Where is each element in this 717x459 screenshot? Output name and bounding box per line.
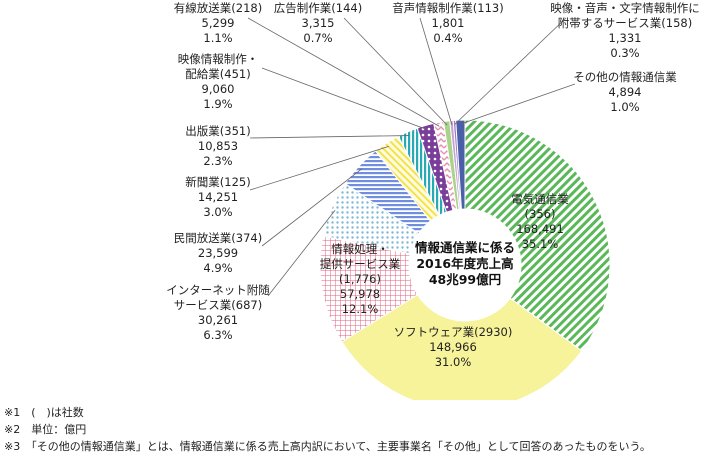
- label-yusen-percent: 1.1%: [203, 31, 232, 45]
- label-sonota-percent: 1.0%: [610, 100, 639, 114]
- label-shuppan-percent: 2.3%: [203, 154, 232, 168]
- center-label-line-3: 48兆99億円: [429, 272, 501, 287]
- label-joho-count: (1,776): [339, 272, 381, 286]
- leader-line-5: [249, 146, 389, 191]
- label-kokoku: 広告制作業(144) 3,315 0.7%: [274, 1, 362, 45]
- label-joho-percent: 12.1%: [342, 302, 379, 316]
- label-denki-count: (356): [525, 207, 556, 221]
- leader-line-11: [454, 17, 567, 125]
- label-shinbun-percent: 3.0%: [203, 205, 232, 219]
- label-minkan: 民間放送業(374) 23,599 4.9%: [174, 231, 262, 275]
- label-futai-name-2: 附帯するサービス業(158): [558, 16, 692, 30]
- label-sonota: その他の情報通信業 4,894 1.0%: [573, 70, 677, 114]
- slice-0: [464, 119, 611, 352]
- label-onsei-percent: 0.4%: [433, 31, 462, 45]
- label-shuppan-name: 出版業(351): [185, 124, 250, 138]
- leader-line-4: [261, 168, 363, 247]
- label-onsei-value: 1,801: [432, 16, 465, 30]
- label-internet: インターネット附随 サービス業(687) 30,261 6.3%: [166, 283, 270, 342]
- label-joho-name-1: 情報処理・: [331, 242, 389, 256]
- label-shuppan-value: 10,853: [198, 139, 238, 153]
- label-shinbun: 新聞業(125) 14,251 3.0%: [185, 175, 250, 219]
- label-kokoku-percent: 0.7%: [303, 31, 332, 45]
- leader-line-12: [460, 83, 576, 125]
- center-label-line-1: 情報通信業に係る: [415, 240, 515, 255]
- leader-line-3: [267, 209, 336, 297]
- label-onsei: 音声情報制作業(113) 1,801 0.4%: [392, 1, 503, 45]
- label-eizo-name-2: 配給業(451): [185, 67, 250, 81]
- label-minkan-percent: 4.9%: [203, 261, 232, 275]
- label-shuppan: 出版業(351) 10,853 2.3%: [185, 124, 250, 168]
- footnote-1: ※1 ( )は社数: [4, 406, 84, 419]
- label-internet-name-1: インターネット附随: [166, 283, 270, 297]
- label-futai-percent: 0.3%: [610, 46, 639, 60]
- label-internet-percent: 6.3%: [203, 328, 232, 342]
- footnote-2: ※2 単位：億円: [4, 423, 87, 436]
- label-eizo: 映像情報制作・ 配給業(451) 9,060 1.9%: [178, 52, 259, 111]
- label-shinbun-name: 新聞業(125): [185, 175, 250, 189]
- label-joho-name-2: 提供サービス業: [320, 257, 401, 271]
- leader-line-9: [343, 17, 448, 126]
- label-yusen-value: 5,299: [202, 16, 235, 30]
- leader-line-7: [261, 67, 427, 130]
- label-joho-value: 57,978: [340, 287, 380, 301]
- label-eizo-name-1: 映像情報制作・: [178, 52, 259, 66]
- label-software: ソフトウェア業(2930) 148,966 31.0%: [394, 325, 513, 369]
- label-futai-value: 1,331: [609, 31, 642, 45]
- label-sonota-value: 4,894: [609, 85, 642, 99]
- label-kokoku-name: 広告制作業(144): [274, 1, 362, 15]
- label-onsei-name: 音声情報制作業(113): [392, 1, 503, 15]
- leader-line-6: [249, 135, 410, 139]
- label-eizo-value: 9,060: [202, 82, 235, 96]
- label-minkan-name: 民間放送業(374): [174, 231, 262, 245]
- label-software-value: 148,966: [429, 340, 477, 354]
- footnotes: ※1 ( )は社数 ※2 単位：億円 ※3 「その他の情報通信業」とは、情報通信…: [4, 404, 651, 455]
- label-denki-name: 電気通信業: [511, 192, 569, 206]
- label-denki-percent: 35.1%: [522, 237, 559, 251]
- slice-1: [341, 293, 583, 400]
- leader-line-8: [247, 17, 440, 127]
- footnote-3: ※3 「その他の情報通信業」とは、情報通信業に係る売上高内訳において、主要事業名…: [4, 440, 651, 453]
- label-shinbun-value: 14,251: [198, 190, 238, 204]
- label-internet-name-2: サービス業(687): [174, 298, 262, 312]
- label-minkan-value: 23,599: [198, 246, 238, 260]
- leader-lines: [247, 17, 576, 297]
- label-yusen: 有線放送業(218) 5,299 1.1%: [174, 1, 262, 45]
- center-label-line-2: 2016年度売上高: [416, 256, 513, 271]
- label-denki-value: 168,491: [516, 222, 564, 236]
- label-software-percent: 31.0%: [435, 355, 472, 369]
- label-yusen-name: 有線放送業(218): [174, 1, 262, 15]
- label-futai-name-1: 映像・音声・文字情報制作に: [550, 1, 700, 15]
- donut-chart: 情報通信業に係る 2016年度売上高 48兆99億円 電気通信業 (356) 1…: [166, 1, 700, 400]
- label-software-name: ソフトウェア業(2930): [394, 325, 513, 339]
- leader-line-10: [419, 17, 453, 125]
- label-kokoku-value: 3,315: [302, 16, 335, 30]
- label-futai: 映像・音声・文字情報制作に 附帯するサービス業(158) 1,331 0.3%: [550, 1, 700, 60]
- label-internet-value: 30,261: [198, 313, 238, 327]
- label-denki: 電気通信業 (356) 168,491 35.1%: [511, 192, 569, 251]
- label-eizo-percent: 1.9%: [203, 97, 232, 111]
- label-sonota-name: その他の情報通信業: [573, 70, 677, 84]
- label-joho: 情報処理・ 提供サービス業 (1,776) 57,978 12.1%: [320, 242, 401, 316]
